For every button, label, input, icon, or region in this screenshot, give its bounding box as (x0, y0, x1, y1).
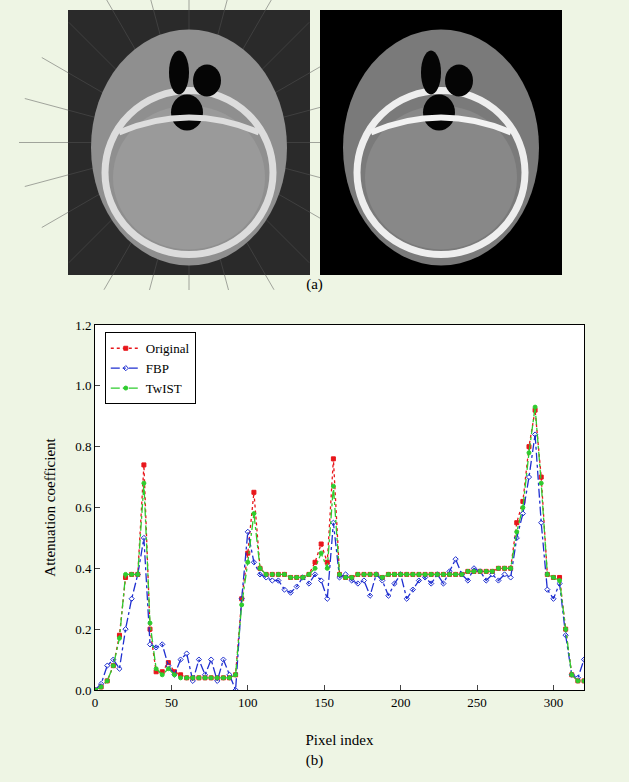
svg-text:TwIST: TwIST (146, 381, 182, 396)
svg-text:1.0: 1.0 (75, 378, 91, 393)
svg-text:Pixel index: Pixel index (306, 732, 374, 748)
svg-text:0.0: 0.0 (75, 683, 91, 698)
svg-text:Attenuation coefficient: Attenuation coefficient (42, 437, 58, 576)
svg-text:100: 100 (238, 695, 258, 710)
html-text:(b): (b) (305, 752, 324, 768)
svg-text:250: 250 (467, 695, 487, 710)
svg-text:200: 200 (391, 695, 411, 710)
svg-text:0.4: 0.4 (75, 561, 92, 576)
svg-text:1.2: 1.2 (75, 318, 91, 333)
svg-text:FBP: FBP (146, 361, 169, 376)
svg-text:0.8: 0.8 (75, 439, 91, 454)
html-text:(a): (a) (306, 276, 323, 292)
svg-text:0.6: 0.6 (75, 500, 92, 515)
svg-text:150: 150 (314, 695, 334, 710)
svg-text:0: 0 (92, 695, 99, 710)
svg-text:50: 50 (165, 695, 178, 710)
svg-text:0.2: 0.2 (75, 622, 91, 637)
svg-text:Original: Original (146, 341, 190, 356)
svg-text:300: 300 (544, 695, 564, 710)
